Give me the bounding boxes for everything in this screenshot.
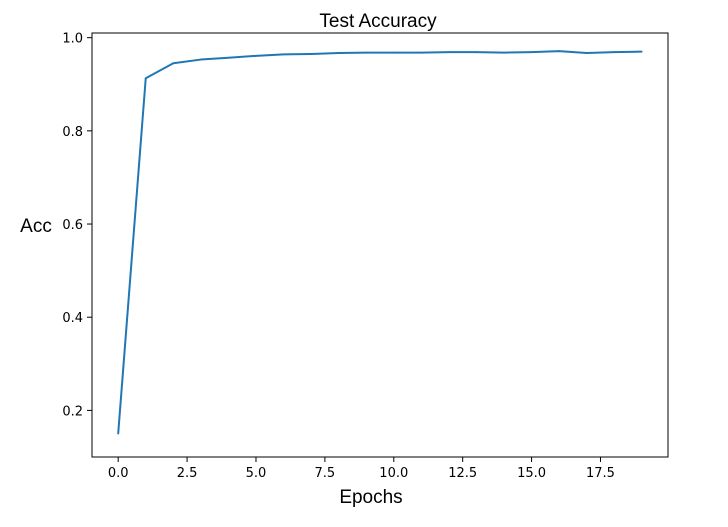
data-point — [503, 51, 505, 54]
accuracy-line — [117, 50, 642, 434]
data-point — [200, 58, 202, 61]
axes-frame — [91, 32, 669, 458]
data-point — [117, 432, 119, 435]
data-point — [475, 51, 478, 53]
x-tick-label: 10.0 — [379, 466, 408, 481]
x-axis: 0.0 2.5 5.0 7.5 10.0 12.5 15.0 17.5 — [108, 457, 615, 481]
data-point — [365, 51, 368, 54]
y-tick-label: 0.6 — [62, 218, 83, 233]
y-tick-label: 0.2 — [62, 404, 83, 419]
y-tick-label: 0.8 — [62, 125, 83, 140]
data-point — [558, 50, 560, 52]
data-point — [392, 51, 395, 54]
data-point — [613, 51, 616, 53]
y-tick-label: 0.4 — [62, 311, 83, 326]
y-axis-label: Acc — [20, 216, 52, 237]
data-point — [530, 51, 533, 53]
data-point — [310, 53, 312, 55]
data-point — [172, 62, 175, 65]
y-tick-label: 1.0 — [62, 32, 83, 47]
data-point — [585, 52, 588, 54]
data-point — [448, 51, 450, 53]
plot-area — [117, 50, 643, 435]
x-tick-label: 17.5 — [586, 466, 615, 481]
x-tick-label: 7.5 — [315, 466, 336, 481]
chart-title: Test Accuracy — [319, 11, 437, 32]
data-point — [420, 51, 423, 54]
data-point — [641, 50, 643, 53]
data-point — [337, 52, 340, 54]
x-tick-label: 2.5 — [177, 466, 198, 481]
x-axis-label: Epochs — [339, 487, 402, 508]
x-tick-label: 5.0 — [246, 466, 267, 481]
data-point — [227, 56, 230, 59]
data-point — [144, 77, 147, 79]
y-axis: 0.2 0.4 0.6 0.8 1.0 — [62, 32, 92, 419]
data-point — [255, 55, 257, 57]
x-tick-label: 12.5 — [448, 466, 477, 481]
x-tick-label: 0.0 — [108, 466, 129, 481]
data-point — [282, 53, 285, 56]
x-tick-label: 15.0 — [517, 466, 546, 481]
